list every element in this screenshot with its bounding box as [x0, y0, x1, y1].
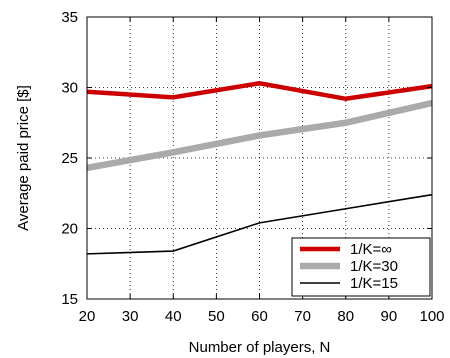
legend-label-3: 1/K=15: [350, 275, 398, 292]
x-tick-label: 90: [381, 308, 398, 325]
series-line-3: [86, 193, 433, 255]
legend: 1/K=∞1/K=301/K=15: [291, 237, 431, 297]
x-tick-label: 30: [122, 308, 139, 325]
x-tick-label: 40: [165, 308, 182, 325]
y-tick-label: 35: [61, 9, 78, 26]
series-line-1: [86, 80, 433, 102]
y-tick-label: 25: [61, 150, 78, 167]
y-axis-title: Average paid price [$]: [15, 85, 32, 231]
x-tick-label: 50: [208, 308, 225, 325]
series-lines: [86, 80, 433, 255]
y-tick-label: 20: [61, 221, 78, 238]
x-tick-label: 70: [294, 308, 311, 325]
x-tick-label: 80: [337, 308, 354, 325]
y-tick-label: 15: [61, 291, 78, 308]
x-tick-label: 20: [79, 308, 96, 325]
x-tick-label: 60: [251, 308, 268, 325]
y-tick-label: 30: [61, 80, 78, 97]
grid: [87, 17, 432, 299]
x-axis-title: Number of players, N: [189, 339, 331, 356]
legend-label-1: 1/K=∞: [350, 241, 392, 258]
series-line-2: [86, 99, 433, 172]
x-tick-label: 100: [419, 308, 444, 325]
legend-label-2: 1/K=30: [350, 258, 398, 275]
